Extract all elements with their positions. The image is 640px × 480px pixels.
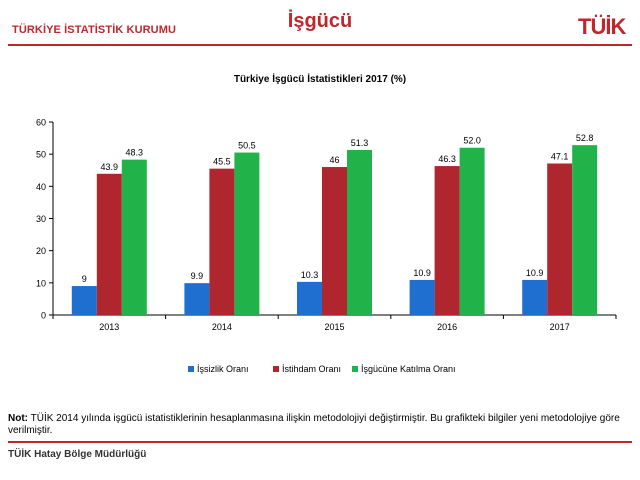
organization-name: TÜRKİYE İSTATİSTİK KURUMU (12, 24, 177, 36)
page-title: İşgücü (287, 10, 353, 32)
data-label: 47.1 (551, 151, 569, 161)
chart-bars: 9 43.9 48.3 9.9 45.5 50.5 10.3 46 51.3 10.9 46.3 52… (71, 133, 598, 315)
bar-1-0 (96, 173, 122, 315)
bar-1-1 (209, 168, 235, 315)
data-label: 43.9 (101, 162, 119, 172)
chart-title: Türkiye İşgücü İstatistikleri 2017 (%) (234, 72, 406, 85)
header-divider (8, 44, 632, 46)
legend-swatch (273, 366, 279, 372)
bar-0-2 (297, 281, 322, 315)
data-label: 10.3 (301, 270, 319, 280)
y-tick-label: 40 (36, 182, 46, 192)
y-tick-label: 60 (36, 118, 46, 128)
data-label: 10.9 (413, 268, 431, 278)
bar-2-4 (572, 145, 598, 315)
bar-0-4 (522, 279, 548, 315)
legend-label: İşsizlik Oranı (197, 364, 249, 374)
data-label: 51.3 (351, 138, 369, 148)
bar-1-3 (434, 166, 460, 315)
data-label: 50.5 (238, 141, 256, 151)
y-tick-label: 20 (36, 246, 46, 256)
y-tick-label: 0 (41, 311, 46, 321)
chart-legend: İşsizlik Oranı İstihdam Oranı İşgücüne Kat… (188, 364, 456, 374)
data-label: 9.9 (191, 271, 204, 281)
bar-2-0 (121, 159, 147, 315)
bar-2-3 (459, 147, 485, 315)
y-tick-label: 30 (36, 214, 46, 224)
data-label: 10.9 (526, 268, 544, 278)
bar-0-3 (409, 279, 435, 315)
data-label: 9 (82, 274, 87, 284)
legend-swatch (352, 366, 358, 372)
bar-0-1 (184, 283, 210, 315)
data-label: 45.5 (213, 157, 231, 167)
legend-swatch (188, 366, 194, 372)
bar-1-4 (547, 163, 573, 315)
x-tick-label: 2013 (99, 322, 119, 332)
data-label: 46.3 (438, 154, 456, 164)
y-tick-label: 10 (36, 278, 46, 288)
methodology-note: Not: TÜİK 2014 yılında işgücü istatistik… (8, 413, 628, 437)
bar-0-0 (71, 286, 97, 315)
note-prefix: Not: (8, 413, 28, 424)
x-tick-label: 2017 (550, 322, 570, 332)
chart-axes: 0 10 20 30 40 50 60 2013 2014 2015 2016 2017 (36, 118, 617, 332)
tuik-logo: TÜİK (578, 14, 626, 39)
x-tick-label: 2014 (212, 322, 232, 332)
bar-2-2 (347, 149, 372, 315)
x-tick-label: 2016 (437, 322, 457, 332)
y-tick-label: 50 (36, 150, 46, 160)
footer-divider (8, 441, 632, 443)
data-label: 52.8 (576, 133, 594, 143)
footer-text: TÜİK Hatay Bölge Müdürlüğü (8, 449, 147, 460)
data-label: 48.3 (126, 148, 144, 158)
legend-label: İstihdam Oranı (282, 364, 341, 374)
data-label: 46 (329, 155, 339, 165)
bar-chart: Türkiye İşgücü İstatistikleri 2017 (%) 0… (36, 72, 617, 374)
bar-1-2 (322, 167, 347, 315)
data-label: 52.0 (463, 136, 481, 146)
note-text: TÜİK 2014 yılında işgücü istatistiklerin… (8, 413, 620, 436)
legend-label: İşgücüne Katılma Oranı (361, 364, 456, 374)
bar-2-1 (234, 152, 260, 315)
x-tick-label: 2015 (324, 322, 344, 332)
